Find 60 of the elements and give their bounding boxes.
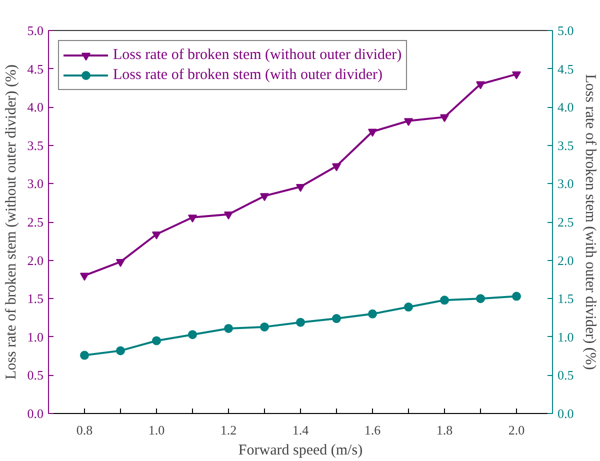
y2-tick-label: 0.0	[558, 406, 574, 421]
point	[80, 350, 89, 360]
point	[296, 318, 305, 327]
point	[296, 184, 305, 192]
y-tick-label: 3.0	[27, 176, 44, 192]
x-tick-label: 1.2	[220, 422, 237, 438]
point	[224, 212, 233, 220]
point	[476, 81, 485, 90]
y2-tick-label: 5.0	[558, 23, 574, 38]
point	[116, 259, 125, 267]
y-tick-label: 4.5	[27, 61, 44, 76]
point	[512, 71, 521, 80]
y2-tick-label: 4.5	[558, 61, 574, 76]
y2-axis-title: Loss rate of broken stem (with outer divider) (%)	[582, 74, 598, 370]
y2-tick-label: 4.0	[558, 100, 574, 115]
point	[368, 128, 377, 137]
x-tick-label: 0.8	[76, 422, 93, 438]
legend-label: Loss rate of broken stem (with outer divider)	[113, 66, 383, 84]
x-tick-label: 1.4	[292, 422, 310, 438]
x-axis-title: Forward speed (m/s)	[238, 442, 363, 458]
point	[404, 302, 413, 312]
x-tick-label: 1.0	[148, 422, 165, 438]
point	[512, 292, 521, 301]
point	[260, 322, 269, 332]
point	[368, 309, 377, 318]
y2-tick-label: 2.5	[558, 214, 574, 230]
y-tick-label: 5.0	[27, 23, 44, 38]
y-tick-label: 2.5	[27, 214, 44, 230]
point	[404, 118, 413, 126]
point	[476, 294, 485, 304]
y-tick-label: 1.5	[27, 291, 44, 306]
x-tick-label: 1.8	[436, 422, 453, 438]
point	[152, 336, 161, 346]
x-tick-label: 1.6	[364, 422, 382, 438]
y2-tick-label: 3.0	[558, 176, 574, 192]
point	[332, 314, 341, 324]
point	[224, 324, 233, 333]
point	[80, 272, 89, 281]
y-tick-label: 0.0	[27, 406, 44, 421]
y2-tick-label: 1.0	[558, 329, 574, 344]
y2-tick-label: 3.5	[558, 138, 574, 153]
legend-label: Loss rate of broken stem (without outer divider)	[113, 46, 402, 64]
point	[440, 296, 449, 305]
y-tick-label: 3.5	[27, 138, 44, 153]
point	[332, 163, 341, 172]
y2-tick-label: 2.0	[558, 252, 574, 268]
point	[440, 114, 449, 122]
y-tick-label: 0.5	[27, 368, 44, 383]
point	[152, 231, 161, 240]
point	[188, 330, 197, 340]
point	[260, 193, 269, 202]
y-tick-label: 1.0	[27, 329, 44, 344]
y-axis-title: Loss rate of broken stem (without outer divider) (%)	[3, 64, 20, 380]
y-tick-label: 2.0	[27, 252, 44, 268]
y2-tick-label: 0.5	[558, 368, 574, 383]
y-tick-label: 4.0	[27, 100, 44, 115]
point	[116, 346, 125, 356]
x-tick-label: 2.0	[508, 422, 525, 438]
y2-tick-label: 1.5	[558, 291, 574, 306]
point	[188, 214, 197, 223]
